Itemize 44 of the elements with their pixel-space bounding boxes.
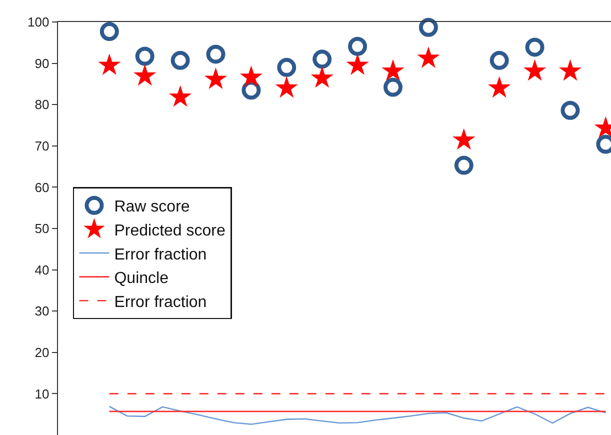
y-tick-label: 20 [34, 344, 50, 360]
point [204, 68, 228, 90]
point [382, 59, 404, 81]
point [525, 38, 544, 57]
point [383, 78, 402, 97]
legend-label: Raw score [114, 198, 190, 216]
y-tick-label: 100 [28, 14, 50, 30]
point [346, 53, 369, 75]
point [168, 85, 192, 107]
y-tick-label: 40 [34, 262, 50, 278]
point [523, 59, 546, 81]
point [206, 44, 226, 64]
point [98, 53, 121, 75]
point [275, 76, 298, 98]
point [242, 80, 261, 100]
point [418, 18, 438, 37]
point [348, 36, 368, 56]
point [490, 50, 509, 70]
point [277, 58, 296, 77]
y-tick-label: 80 [34, 97, 50, 112]
point [488, 76, 511, 98]
legend-label: Quincle [114, 270, 169, 288]
y-tick-label: 60 [34, 180, 50, 195]
point [134, 64, 156, 86]
point [100, 22, 119, 41]
y-tick-label: 30 [34, 304, 50, 319]
legend-label: Error fraction [114, 294, 207, 311]
point [452, 128, 476, 150]
line-series [108, 406, 606, 425]
point [135, 46, 154, 66]
legend-label: Error fraction [114, 246, 207, 264]
point [310, 66, 334, 88]
legend-label: Predicted score [114, 222, 226, 240]
y-tick-label: 90 [34, 56, 50, 71]
point [558, 59, 582, 81]
point [560, 100, 580, 120]
point [417, 46, 440, 68]
point [170, 50, 190, 70]
y-tick-label: 50 [34, 221, 50, 236]
point [312, 50, 332, 69]
y-tick-label: 10 [34, 386, 50, 402]
y-tick-label: 70 [34, 138, 50, 154]
point [454, 156, 474, 175]
point [240, 65, 263, 87]
